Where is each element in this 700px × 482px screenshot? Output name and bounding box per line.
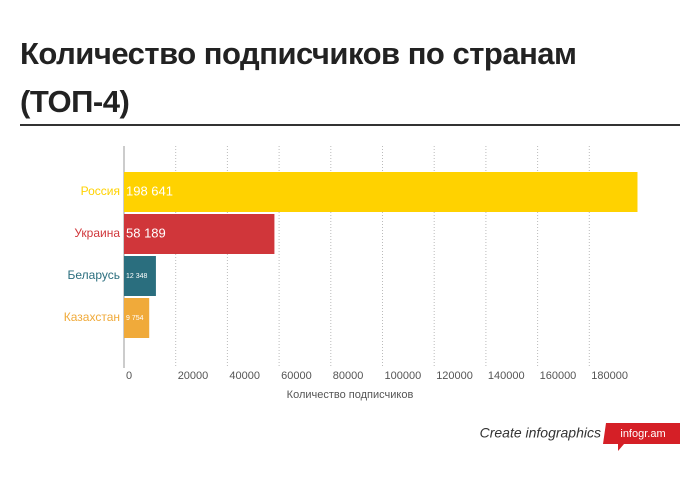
value-label: 58 189 xyxy=(126,225,166,240)
chart-title: Количество подписчиков по странам (ТОП-4… xyxy=(20,36,577,119)
bar xyxy=(124,298,150,338)
y-tick-label: Россия xyxy=(81,184,120,198)
x-tick-label: 20000 xyxy=(178,370,209,382)
bar xyxy=(124,214,275,254)
value-label: 9 754 xyxy=(126,315,144,322)
x-axis-label: Количество подписчиков xyxy=(287,389,414,401)
y-tick-label: Казахстан xyxy=(64,310,120,324)
value-label: 12 348 xyxy=(126,273,148,280)
x-tick-label: 180000 xyxy=(591,370,628,382)
footer-brand: infogr.am xyxy=(620,428,665,440)
x-tick-label: 80000 xyxy=(333,370,364,382)
x-tick-label: 100000 xyxy=(385,370,422,382)
value-label: 198 641 xyxy=(126,183,173,198)
x-tick-label: 120000 xyxy=(436,370,473,382)
x-tick-label: 160000 xyxy=(540,370,577,382)
bar xyxy=(124,256,156,296)
x-tick-label: 40000 xyxy=(229,370,260,382)
footer-text: Create infographics xyxy=(480,425,601,441)
title-rule xyxy=(20,124,680,126)
bar xyxy=(124,172,638,212)
x-tick-label: 60000 xyxy=(281,370,312,382)
brand-badge xyxy=(603,423,680,451)
x-tick-label: 0 xyxy=(126,370,132,382)
y-tick-label: Украина xyxy=(74,226,120,240)
x-tick-label: 140000 xyxy=(488,370,525,382)
y-tick-label: Беларусь xyxy=(68,268,120,282)
